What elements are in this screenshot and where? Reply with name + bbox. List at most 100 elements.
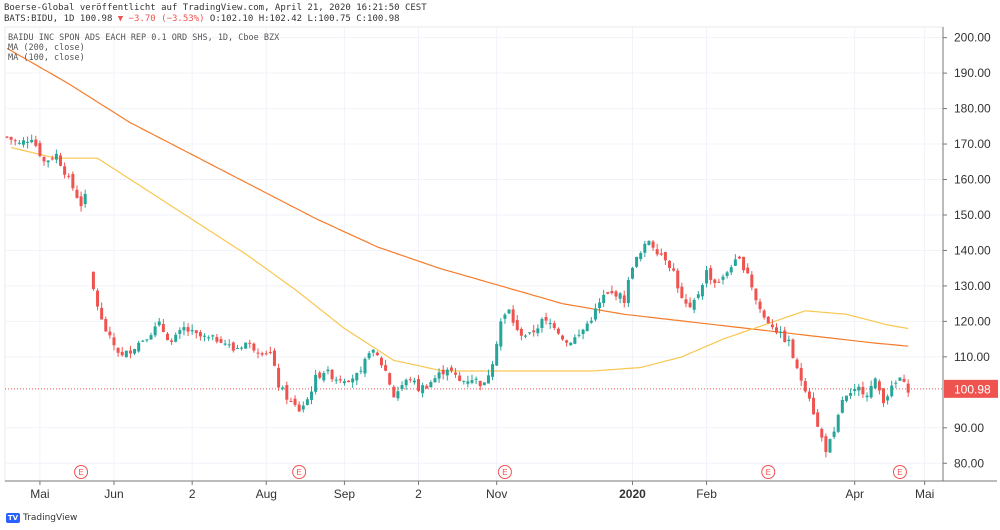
candle bbox=[375, 351, 379, 356]
candle-body bbox=[351, 378, 355, 383]
candle-body bbox=[561, 335, 565, 340]
candle-body bbox=[141, 340, 145, 342]
candle bbox=[692, 297, 696, 314]
candle bbox=[779, 326, 783, 339]
candle bbox=[725, 270, 729, 279]
candle-body bbox=[322, 373, 326, 381]
y-tick-label: 150.00 bbox=[954, 208, 991, 222]
candle-body bbox=[528, 332, 532, 334]
candle-body bbox=[877, 381, 881, 391]
candle-body bbox=[828, 439, 832, 453]
candle bbox=[787, 335, 791, 347]
candle-body bbox=[392, 386, 396, 398]
candle-body bbox=[326, 369, 330, 372]
candle bbox=[231, 341, 235, 353]
candle bbox=[330, 369, 334, 383]
candle bbox=[569, 341, 573, 346]
x-tick-label: Apr bbox=[845, 487, 864, 501]
candle-body bbox=[503, 314, 507, 319]
candle-body bbox=[869, 385, 873, 398]
candle bbox=[137, 340, 141, 353]
candle-body bbox=[721, 276, 725, 280]
x-tick-label: 2 bbox=[189, 487, 196, 501]
footer-brand[interactable]: TV TradingView bbox=[6, 513, 77, 523]
event-label: E bbox=[766, 468, 771, 477]
candle bbox=[655, 243, 659, 257]
candle-body bbox=[128, 350, 132, 354]
candle bbox=[906, 379, 910, 397]
candle-body bbox=[268, 352, 272, 354]
candle bbox=[170, 338, 174, 345]
y-tick-label: 90.00 bbox=[954, 421, 984, 435]
candle bbox=[873, 377, 877, 390]
candle-body bbox=[544, 317, 548, 321]
candle-body bbox=[116, 347, 120, 353]
candle bbox=[264, 350, 268, 356]
candle-body bbox=[783, 330, 787, 343]
ma-200-line bbox=[6, 47, 909, 347]
candle bbox=[466, 375, 470, 388]
candle bbox=[606, 292, 610, 295]
candle bbox=[161, 318, 165, 333]
candle-body bbox=[297, 404, 301, 412]
candle-body bbox=[700, 285, 704, 297]
candle bbox=[737, 255, 741, 260]
candle-body bbox=[285, 385, 289, 400]
candle bbox=[523, 334, 527, 339]
candle-body bbox=[775, 327, 779, 333]
candle bbox=[26, 136, 30, 149]
candle bbox=[42, 156, 46, 166]
candle-body bbox=[133, 348, 137, 354]
candle bbox=[803, 378, 807, 393]
candle-body bbox=[211, 335, 215, 337]
candle bbox=[844, 395, 848, 403]
earnings-event-icon[interactable]: E bbox=[292, 465, 307, 479]
legend-ma200[interactable]: MA (200, close) bbox=[8, 43, 85, 53]
candle-body bbox=[149, 335, 153, 340]
grid bbox=[5, 27, 943, 481]
event-circle bbox=[761, 465, 776, 479]
plot-area[interactable] bbox=[4, 26, 944, 482]
candle-body bbox=[174, 334, 178, 342]
candle bbox=[248, 339, 252, 349]
candle bbox=[581, 328, 585, 340]
candle-body bbox=[478, 380, 482, 387]
y-axis[interactable]: 200.00 190.00 180.00 170.00 160.00 150.00 140.… bbox=[943, 31, 991, 471]
candle-body bbox=[853, 388, 857, 392]
legend-ma100[interactable]: MA (100, close) bbox=[8, 53, 85, 63]
candle bbox=[812, 392, 816, 415]
x-axis[interactable]: Mai Jun 2 Aug Sep 2 Nov 2020 Feb Apr Mai bbox=[30, 481, 934, 501]
candle bbox=[635, 256, 639, 268]
candle bbox=[598, 298, 602, 314]
candle-body bbox=[680, 286, 684, 299]
candle bbox=[108, 326, 112, 339]
chart-title: BAIDU INC SPON ADS EACH REP 0.1 ORD SHS,… bbox=[8, 33, 280, 43]
candle-body bbox=[194, 330, 198, 334]
candle bbox=[474, 376, 478, 385]
candle bbox=[630, 266, 634, 280]
earnings-event-icon[interactable]: E bbox=[497, 465, 512, 479]
candle bbox=[190, 324, 194, 335]
earnings-event-icon[interactable]: E bbox=[892, 465, 907, 479]
candle bbox=[351, 374, 355, 388]
candle-body bbox=[816, 412, 820, 427]
candle bbox=[141, 339, 145, 343]
event-label: E bbox=[78, 468, 83, 477]
candle-body bbox=[137, 342, 141, 352]
candle bbox=[824, 433, 828, 458]
candle-body bbox=[499, 321, 503, 347]
y-tick-label: 160.00 bbox=[954, 173, 991, 187]
candle bbox=[585, 320, 589, 332]
candle-body bbox=[314, 374, 318, 392]
earnings-event-icon[interactable]: E bbox=[761, 465, 776, 479]
ohlc-label: O:102.10 H:102.42 L:100.75 C:100.98 bbox=[209, 14, 400, 24]
event-label: E bbox=[897, 468, 902, 477]
candle bbox=[717, 278, 721, 283]
candle bbox=[482, 382, 486, 386]
candle bbox=[836, 413, 840, 434]
candle-body bbox=[729, 267, 733, 273]
earnings-event-icon[interactable]: E bbox=[74, 465, 89, 479]
candle bbox=[462, 380, 466, 385]
